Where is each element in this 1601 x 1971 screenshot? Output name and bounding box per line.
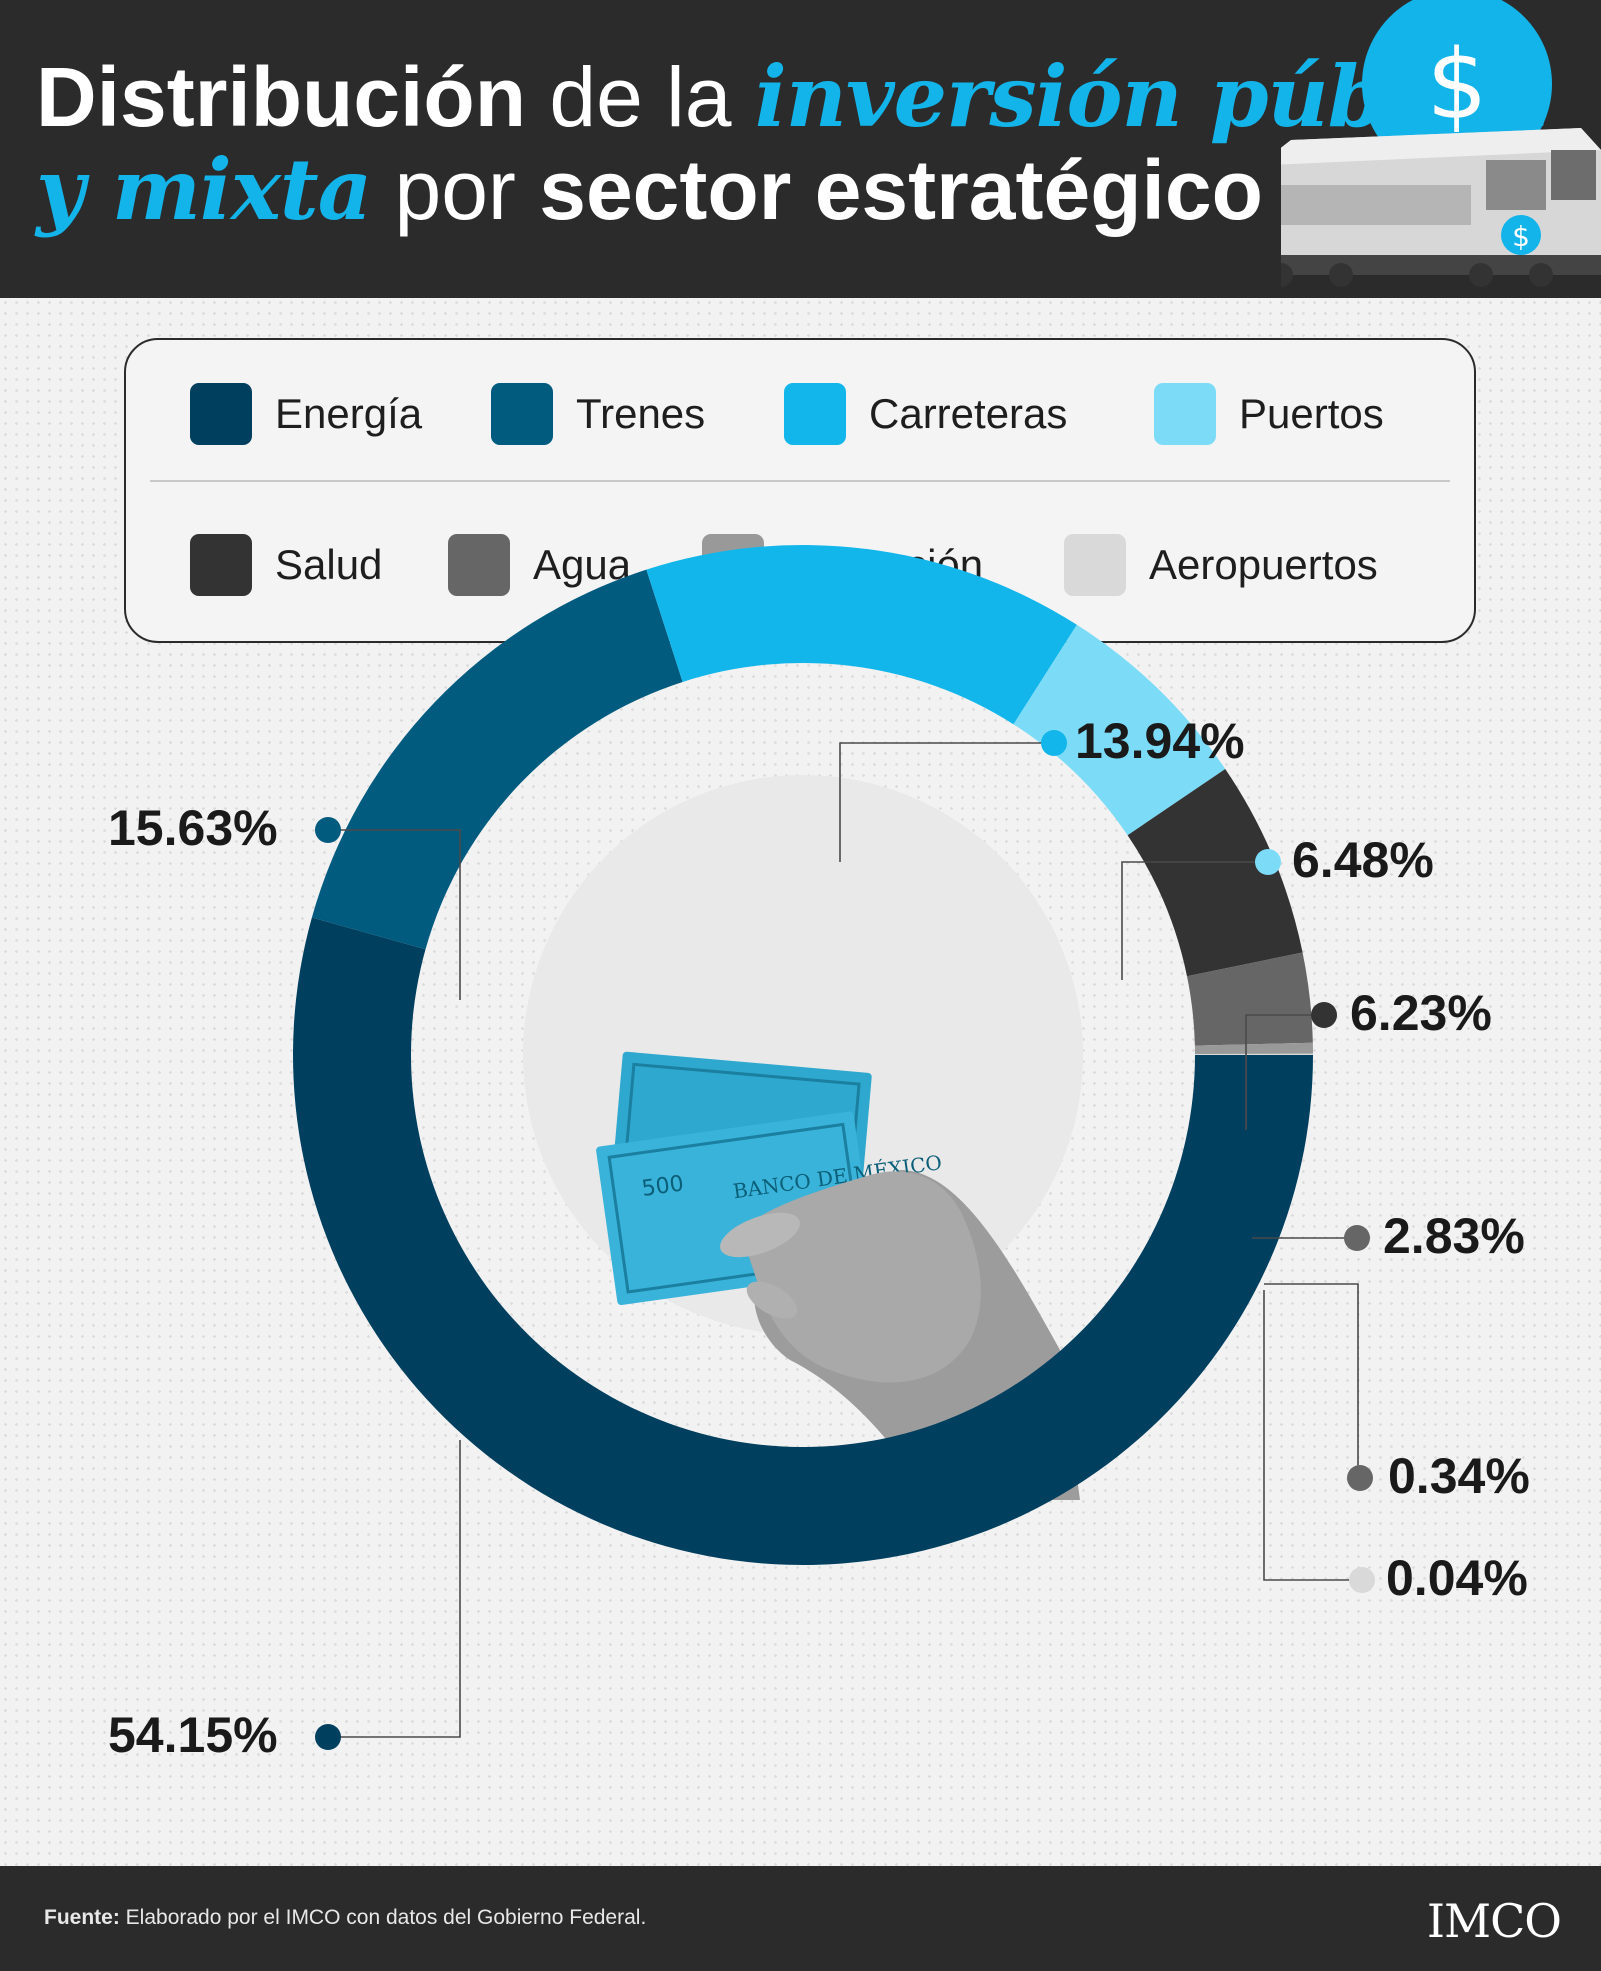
legend-label: Aeropuertos <box>1149 541 1378 588</box>
legend-swatch <box>1154 383 1216 445</box>
page-title-line-2: y mixta por sector estratégico <box>36 148 1263 233</box>
donut-slice-salud <box>1127 769 1303 977</box>
source-note: Fuente: Elaborado por el IMCO con datos … <box>44 1906 646 1930</box>
value-label-energia: 54.15% <box>108 1707 278 1763</box>
label-marker-carreteras <box>1041 730 1067 756</box>
legend-swatch <box>491 383 553 445</box>
train-illustration: $ $ $ <box>1281 0 1601 287</box>
title-part: y mixta <box>36 140 372 239</box>
svg-text:$: $ <box>1426 29 1487 141</box>
legend-item-agua: Agua <box>448 534 631 596</box>
legend-label: Agua <box>533 541 632 588</box>
donut-slice-energia <box>293 917 1313 1565</box>
label-marker-salud <box>1311 1002 1337 1028</box>
svg-text:$: $ <box>1512 220 1530 253</box>
leader-lines <box>315 730 1375 1750</box>
legend-swatch <box>1064 534 1126 596</box>
title-part: Distribución <box>36 50 527 144</box>
footer: Fuente: Elaborado por el IMCO con datos … <box>0 1866 1601 1971</box>
label-marker-educacion <box>1347 1465 1373 1491</box>
imco-logo: IMCO <box>1426 1894 1562 1948</box>
legend-item-puertos: Puertos <box>1154 383 1384 445</box>
legend-label: Puertos <box>1239 390 1384 437</box>
leader-line-aeropuertos <box>1263 1290 1360 1581</box>
source-prefix: Fuente: <box>44 1906 120 1929</box>
legend-item-salud: Salud <box>190 534 382 596</box>
donut-slices <box>293 544 1313 1565</box>
svg-text:500: 500 <box>640 1171 685 1202</box>
value-label-salud: 6.23% <box>1350 985 1492 1041</box>
value-label-aeropuertos: 0.04% <box>1386 1550 1528 1606</box>
legend-item-carreteras: Carreteras <box>784 383 1067 445</box>
legend-label: Trenes <box>576 390 706 437</box>
value-label-puertos: 6.48% <box>1292 832 1434 888</box>
value-label-trenes: 15.63% <box>108 800 278 856</box>
title-part: de la <box>526 50 755 144</box>
label-marker-energia <box>315 1724 341 1750</box>
leader-line-puertos <box>1121 861 1266 980</box>
donut-slice-carreteras <box>646 544 1077 725</box>
legend-label: Carreteras <box>869 390 1068 437</box>
leader-line-trenes <box>330 829 461 1000</box>
legend-swatch <box>190 383 252 445</box>
title-part: por <box>371 143 540 237</box>
donut-slice-aeropuertos <box>1194 1053 1313 1055</box>
label-marker-agua <box>1344 1225 1370 1251</box>
value-label-agua: 2.83% <box>1383 1208 1525 1264</box>
title-part: sector estratégico <box>539 143 1263 237</box>
leader-line-educacion <box>1264 1283 1359 1478</box>
hand-with-banknotes-icon: 500 BANCO DE MÉXICO <box>596 1051 1080 1500</box>
legend-swatch <box>784 383 846 445</box>
legend-swatch <box>190 534 252 596</box>
train-icon: $ <box>1281 128 1601 287</box>
legend-swatch <box>448 534 510 596</box>
source-body: Elaborado por el IMCO con datos del Gobi… <box>119 1906 647 1929</box>
donut-slice-educacion <box>1194 1042 1313 1055</box>
leader-line-energia <box>330 1440 461 1738</box>
value-label-educacion: 0.34% <box>1388 1448 1530 1504</box>
leader-line-salud <box>1245 1014 1323 1130</box>
leader-line-carreteras <box>839 742 1052 862</box>
label-marker-puertos <box>1255 849 1281 875</box>
legend-divider <box>150 480 1450 482</box>
label-marker-aeropuertos <box>1349 1567 1375 1593</box>
legend-item-energia: Energía <box>190 383 422 445</box>
legend-item-trenes: Trenes <box>491 383 705 445</box>
label-marker-trenes <box>315 817 341 843</box>
value-label-carreteras: 13.94% <box>1075 713 1245 769</box>
legend-item-aeropuertos: Aeropuertos <box>1064 534 1378 596</box>
donut-slice-trenes <box>311 569 683 950</box>
legend-label: Energía <box>275 390 423 437</box>
legend-label: Salud <box>275 541 383 588</box>
donut-slice-agua <box>1186 952 1313 1046</box>
header-banner: Distribución de la inversión pública y m… <box>0 0 1601 298</box>
donut-slice-puertos <box>1013 624 1226 836</box>
